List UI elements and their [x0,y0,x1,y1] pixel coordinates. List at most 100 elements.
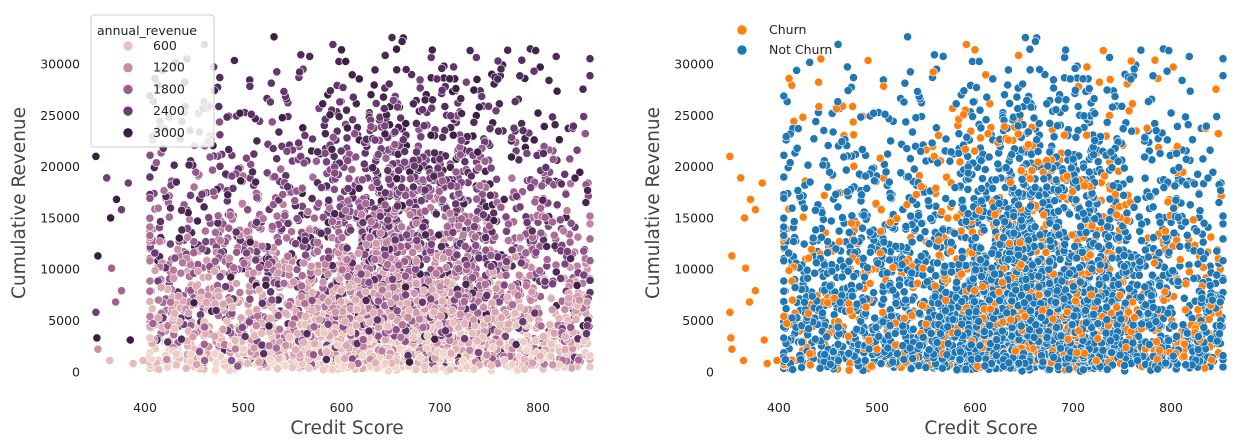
scatter-point [370,255,380,264]
scatter-point [308,134,317,144]
scatter-point [218,299,228,309]
scatter-point [288,319,297,329]
scatter-point [471,53,481,62]
scatter-point [504,219,513,229]
scatter-point [230,344,240,354]
scatter-point [419,286,429,296]
scatter-point [518,126,528,136]
scatter-point [357,210,366,220]
scatter-point [522,148,532,158]
scatter-point [273,364,282,374]
scatter-point [365,233,375,243]
scatter-point [398,135,408,145]
scatter-point [177,205,186,215]
scatter-point [347,165,357,174]
scatter-point [242,359,252,368]
scatter-point [348,115,357,125]
scatter-point [446,348,456,358]
scatter-point [208,187,218,197]
x-tick-label: 600 [330,400,354,415]
scatter-point [292,214,302,223]
legend-label: 2400 [153,103,185,118]
scatter-point [456,135,466,145]
scatter-point [478,210,488,220]
scatter-point [563,246,572,256]
scatter-point [548,217,557,227]
scatter-point [312,246,322,256]
scatter-point [221,282,231,291]
scatter-point [237,323,247,332]
scatter-point [449,62,458,72]
scatter-point [549,328,559,338]
scatter-point [145,150,155,160]
scatter-point [471,215,481,224]
scatter-point [261,280,271,290]
scatter-point [468,328,478,338]
scatter-point [521,248,531,258]
scatter-point [291,239,300,249]
scatter-point [557,179,566,189]
scatter-point [204,213,214,222]
scatter-point [272,154,282,164]
scatter-point [218,324,228,334]
scatter-point [111,297,120,307]
scatter-point [434,230,444,240]
scatter-point [499,280,509,290]
scatter-point [482,350,492,360]
scatter-point [380,51,390,60]
scatter-point [515,202,525,212]
scatter-point [508,300,517,310]
scatter-point [373,150,383,159]
scatter-point [282,233,291,243]
scatter-point [300,130,310,140]
scatter-point [313,147,322,157]
scatter-point [342,123,352,133]
scatter-point [222,112,232,122]
scatter-point [145,276,155,286]
scatter-point [570,173,580,183]
scatter-point [257,241,267,251]
scatter-point [565,154,575,164]
scatter-point [412,147,421,157]
scatter-point [826,216,836,226]
scatter-point [267,117,277,127]
scatter-point [585,54,595,64]
scatter-point [370,135,380,145]
scatter-point [585,351,595,361]
scatter-point [1198,237,1208,247]
scatter-point [375,211,385,221]
scatter-point [384,174,394,184]
scatter-point [338,83,348,92]
scatter-point [320,129,330,139]
scatter-point [486,163,496,173]
scatter-point [334,112,344,121]
scatter-point [560,169,570,179]
scatter-point [159,186,169,195]
scatter-point [527,226,537,236]
scatter-point [573,232,583,242]
scatter-point [341,57,351,66]
scatter-point [455,309,465,319]
scatter-point [128,359,138,368]
scatter-point [510,252,520,262]
scatter-point [304,363,314,373]
scatter-point [373,296,383,306]
scatter-point [582,297,592,307]
scatter-point [281,308,291,318]
scatter-point [472,194,482,204]
scatter-point [153,203,163,213]
scatter-point [483,314,493,324]
scatter-point [531,46,541,55]
scatter-point [383,166,393,175]
scatter-point [325,110,335,120]
scatter-point [145,172,155,182]
scatter-point [469,117,479,127]
scatter-point [393,102,402,112]
scatter-point [438,195,448,205]
scatter-point [174,233,184,243]
scatter-point [267,295,277,305]
scatter-point [211,306,221,315]
y-tick-label: 5000 [48,313,80,328]
y-tick-label: 15000 [40,210,80,225]
scatter-point [310,339,319,349]
